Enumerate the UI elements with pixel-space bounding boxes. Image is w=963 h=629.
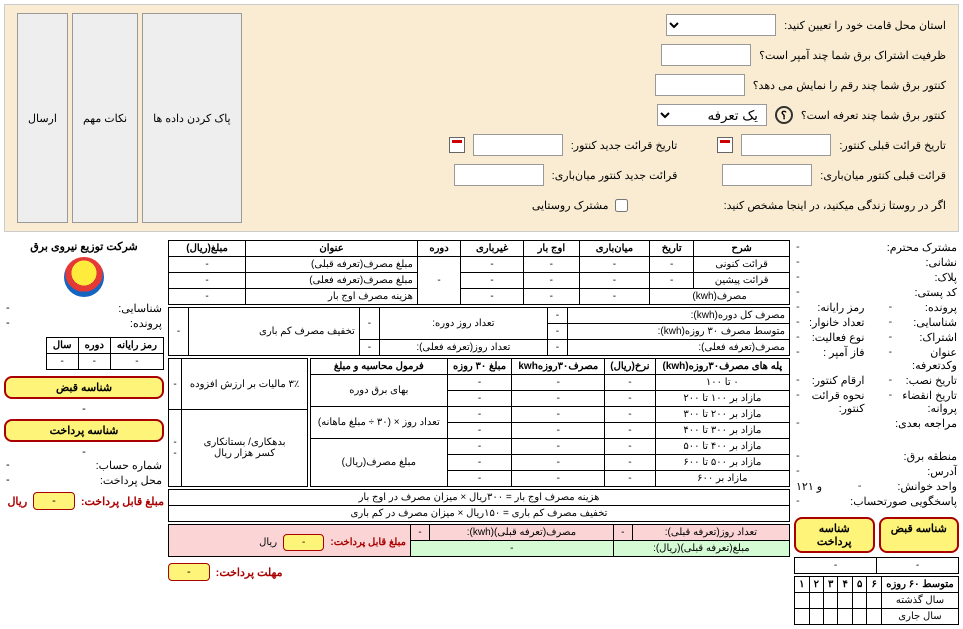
deadline-value: - [168,563,210,581]
label: شناسایی: [913,316,957,329]
prev-mid-input[interactable] [722,164,812,186]
clear-button[interactable]: پاک کردن داده ها [142,13,241,223]
bill-id-badge: شناسه قبض [4,376,164,399]
button-group: پاک کردن داده ها نکات مهم ارسال [17,13,242,223]
input-form: استان محل قامت خود را تعیین کنید: ظرفیت … [4,4,959,232]
code-table: رمز رایانه دوره سال --- [46,337,164,370]
readings-table: شرح تاریخ میان‌باری اوج بار غیرباری دوره… [168,240,790,305]
history-table: متوسط ۶۰ روزه ۶ ۵ ۴ ۳ ۲ ۱ سال گذشته سال … [794,576,959,625]
label: نحوه قرائت کنتور: [800,389,865,415]
label: رمز رایانه: [817,301,864,314]
tariff-label: کنتور برق شما چند تعرفه است؟ [801,109,946,122]
prev-date-input[interactable] [741,134,831,156]
label: و ۱۲۱ [796,480,822,493]
prev-mid-label: قرائت قبلی کنتور میان‌باری: [820,169,946,182]
digits-input[interactable] [655,74,745,96]
label: پرونده: [130,317,162,330]
help-icon[interactable]: ؟ [775,106,793,124]
label: پاسخگویی صورتحساب: [850,495,957,508]
calendar-icon[interactable] [717,137,733,153]
province-select[interactable] [666,14,776,36]
digits-label: کنتور برق شما چند رقم را نمایش می دهد؟ [753,79,946,92]
label: کد پستی: [915,286,958,299]
summary-table: مصرف کل دوره(kwh):- تعداد روز دوره:- تخف… [168,307,790,356]
label: پرونده: [925,301,957,314]
deadline-label: مهلت پرداخت: [216,566,283,579]
province-label: استان محل قامت خود را تعیین کنید: [784,19,946,32]
amp-label: ظرفیت اشتراک برق شما چند آمپر است؟ [759,49,946,62]
label: مراجعه بعدی: [895,417,957,430]
label: تاریخ انقضاء پروانه: [892,389,957,415]
new-mid-label: قرائت جدید کنتور میان‌باری: [552,169,678,182]
label: شماره حساب: [96,459,162,472]
steps-table: پله های مصرف‌۳۰روزه(kwh) نرخ(ریال) مصرف‌… [310,358,790,487]
label: آدرس: [927,465,957,478]
formula-table: هزینه مصرف اوج بار = ۳۰۰ریال × میزان مصر… [168,489,790,522]
label: فاز آمپر : [823,346,864,372]
company-title: شرکت توزیع نیروی برق [4,240,164,253]
notes-button[interactable]: نکات مهم [72,13,138,223]
rural-cb-label: مشترک روستایی [532,199,609,212]
new-date-label: تاریخ قرائت جدید کنتور: [571,139,678,152]
vat-table: ۳٪ مالیات بر ارزش افزوده- بدهکاری/ بستان… [168,358,308,487]
calendar-icon[interactable] [449,137,465,153]
new-mid-input[interactable] [454,164,544,186]
rural-checkbox[interactable] [615,199,628,212]
payable-label: مبلغ قابل پرداخت: [81,495,164,508]
pay-id-box: شناسه پرداخت [794,517,875,553]
label: پلاک: [934,271,957,284]
label: محل پرداخت: [100,474,162,487]
bill-tables: شرح تاریخ میان‌باری اوج بار غیرباری دوره… [168,240,790,625]
bottom-ids-table: -- [794,557,959,574]
label: نوع فعالیت: [812,331,865,344]
payable-value: - [283,534,324,551]
pay-id-badge: شناسه پرداخت [4,419,164,442]
company-logo-icon [64,257,104,297]
label: تعداد خانوار: [809,316,864,329]
send-button[interactable]: ارسال [17,13,68,223]
amp-input[interactable] [661,44,751,66]
payable-label: مبلغ قابل پرداخت: [330,537,406,548]
label: مشترک محترم: [887,241,957,254]
rural-label: اگر در روستا زندگی میکنید، در اینجا مشخص… [724,199,946,212]
label: نشانی: [925,256,957,269]
prev-date-label: تاریخ قرائت قبلی کنتور: [839,139,946,152]
label: اشتراک: [919,331,957,344]
label: منطقه برق: [904,450,957,463]
company-panel: شرکت توزیع نیروی برق شناسایی:- پرونده:- … [4,240,164,625]
label: عنوان وکدتعرفه: [892,346,957,372]
label: ارقام کنتور: [812,374,865,387]
bill-id-box: شناسه قبض [879,517,960,553]
label: شناسایی: [118,302,162,315]
label: تاریخ نصب: [906,374,957,387]
payable-value: - [33,492,75,510]
tariff-select[interactable]: یک تعرفه [657,104,767,126]
label: واحد خوانش: [897,480,957,493]
bill: مشترک محترم:- نشانی:- پلاک:- کد پستی:- پ… [0,236,963,629]
subscriber-info: مشترک محترم:- نشانی:- پلاک:- کد پستی:- پ… [794,240,959,625]
new-date-input[interactable] [473,134,563,156]
